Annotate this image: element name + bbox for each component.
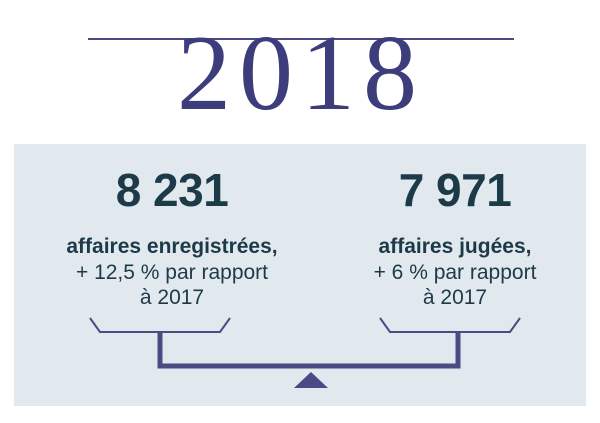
- judged-cases-number: 7 971: [398, 164, 512, 216]
- judged-cases-stat: 7 971 affaires jugées, + 6 % par rapport…: [330, 164, 580, 310]
- registered-cases-change: + 12,5 % par rapport: [75, 261, 269, 284]
- scale-fulcrum: [294, 372, 328, 388]
- judged-cases-reference: à 2017: [422, 286, 488, 309]
- registered-cases-stat: 8 231 affaires enregistrées, + 12,5 % pa…: [40, 164, 304, 310]
- right-scale-pan: [379, 317, 521, 333]
- registered-cases-reference: à 2017: [139, 286, 205, 309]
- left-scale-pan: [89, 317, 231, 333]
- year-rule: [88, 38, 514, 40]
- registered-cases-number: 8 231: [115, 164, 229, 216]
- year-title: 2018: [177, 14, 425, 133]
- stats-panel: 8 231 affaires enregistrées, + 12,5 % pa…: [14, 144, 586, 406]
- scale-beam: [157, 332, 461, 369]
- balance-scale-graphic: [89, 317, 521, 388]
- judged-cases-label: affaires jugées,: [378, 235, 532, 258]
- judged-cases-change: + 6 % par rapport: [373, 261, 537, 284]
- registered-cases-label: affaires enregistrées,: [66, 235, 278, 258]
